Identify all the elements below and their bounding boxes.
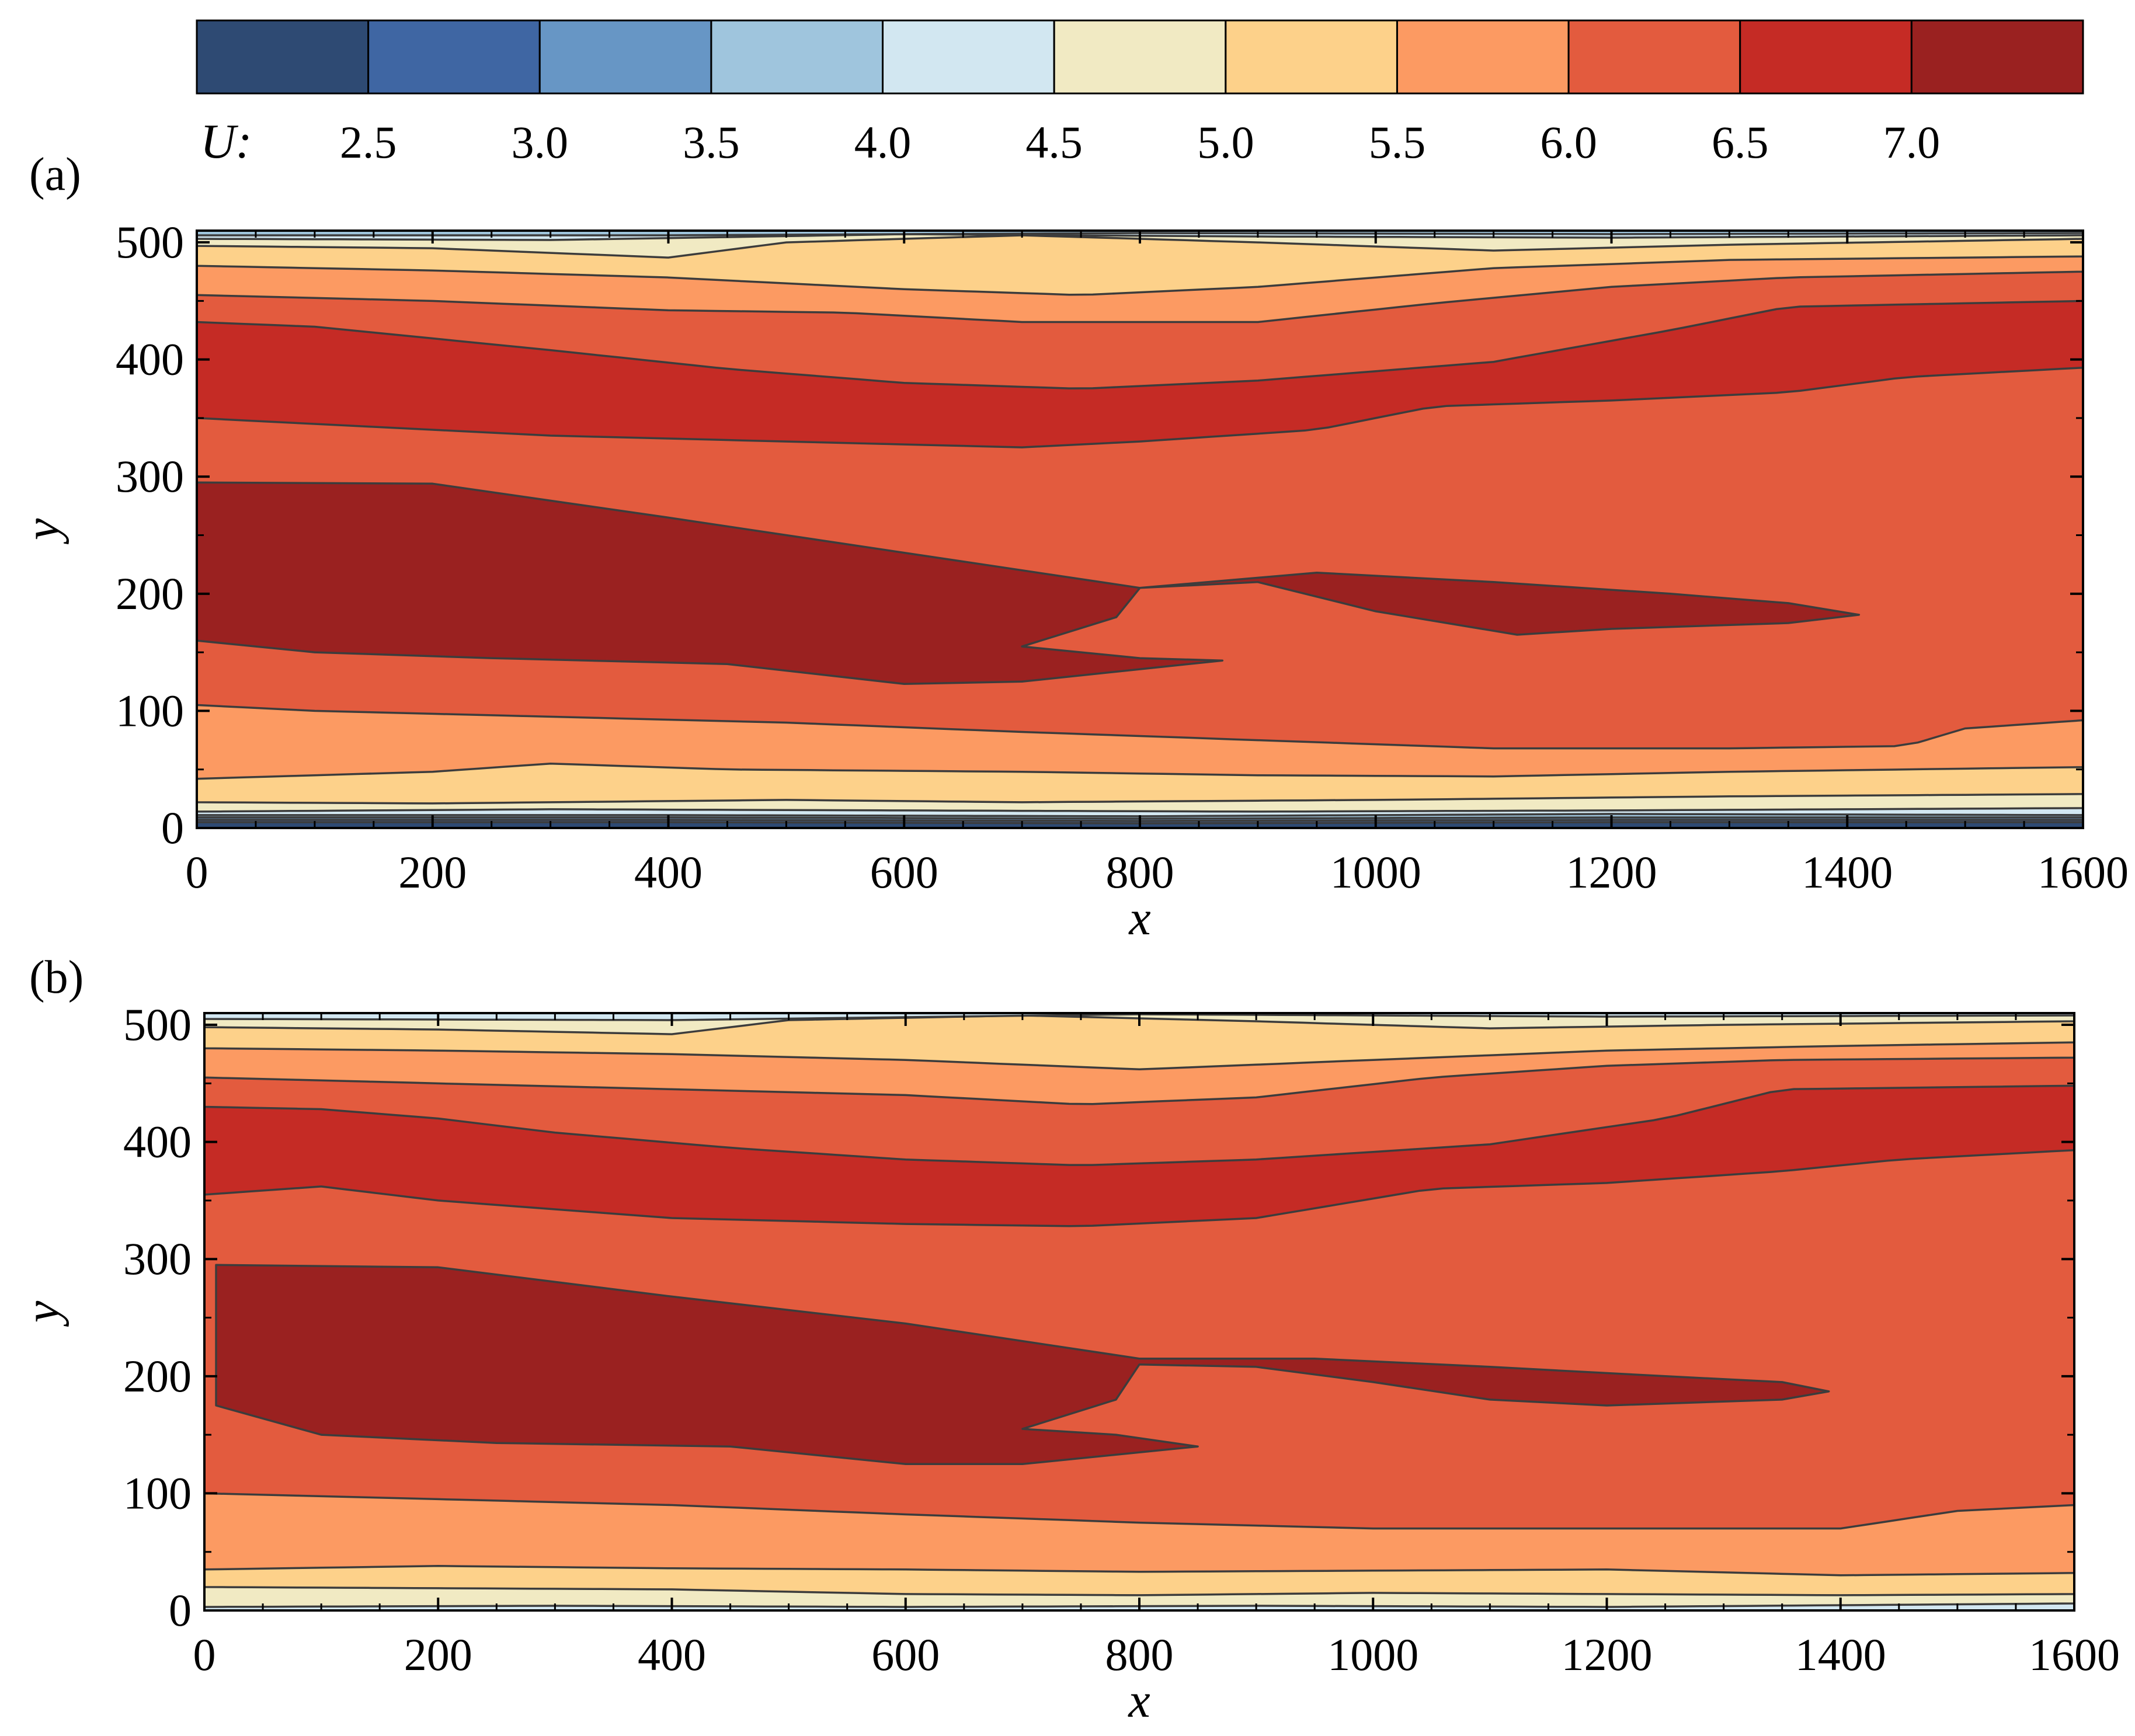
colorbar-title: U: [200,114,252,169]
x-axis-title: x [1127,1674,1150,1728]
x-axis: 0 200 400 600 800 1000 1200 1400 1600 [186,231,2129,897]
y-tick-label: 0 [169,1585,192,1636]
y-tick-label: 400 [116,334,184,385]
y-tick-label: 500 [123,999,192,1050]
x-tick-label: 800 [1105,1629,1174,1680]
y-axis: 0 100 200 300 400 500 [123,999,2074,1636]
colorbar: U: 2.5 3.0 3.5 4.0 4.5 5.0 5.5 6.0 6.5 7.0 [196,19,2084,169]
y-tick-label: 200 [123,1351,192,1401]
x-tick-label: 200 [398,847,467,897]
colorbar-cell [538,19,712,95]
x-tick-label: 0 [186,847,208,897]
colorbar-tick-label: 3.5 [683,117,740,168]
x-tick-label: 1000 [1327,1629,1418,1680]
y-tick-label: 100 [123,1467,192,1518]
colorbar-tick-label: 2.5 [340,117,397,168]
x-tick-label: 1200 [1566,847,1657,897]
x-tick-label: 0 [193,1629,216,1680]
x-tick-label: 1600 [2029,1629,2120,1680]
colorbar-tick-label: 6.5 [1712,117,1769,168]
colorbar-cell [1396,19,1570,95]
colorbar-cell [1739,19,1913,95]
x-tick-label: 600 [871,1629,940,1680]
contour-region-high [215,1264,1830,1466]
colorbar-tick-label: 4.5 [1025,117,1083,168]
colorbar-cell [1053,19,1227,95]
x-tick-label: 1400 [1802,847,1893,897]
contour-field [204,1013,2074,1610]
colorbar-tick-label: 4.0 [854,117,912,168]
x-tick-label: 800 [1106,847,1174,897]
y-tick-label: 200 [116,568,184,619]
x-axis-title: x [1128,891,1150,945]
x-tick-label: 400 [638,1629,706,1680]
x-tick-label: 600 [870,847,938,897]
colorbar-tick-label: 5.0 [1197,117,1254,168]
colorbar-cell [367,19,541,95]
contour-region-high [197,481,1861,686]
x-tick-label: 1400 [1795,1629,1886,1680]
colorbar-tick-label: 3.0 [512,117,569,168]
colorbar-cell [882,19,1055,95]
panel-b-contour-plot: 0 200 400 600 800 1000 1200 1400 1600 0 100 200 300 4… [15,952,2120,1728]
panel-label: (a) [29,149,81,200]
colorbar-cell [1910,19,2084,95]
x-tick-label: 400 [634,847,703,897]
colorbar-cell [196,19,370,95]
contour-field [197,231,2083,828]
y-tick-label: 300 [123,1233,192,1284]
colorbar-cell [1225,19,1398,95]
panel-a-contour-plot: 0 200 400 600 800 1000 1200 1400 1600 0 100 200 300 4… [15,149,2129,945]
y-tick-label: 400 [123,1116,192,1167]
y-axis-title: y [15,518,69,545]
panel-label: (b) [29,952,84,1003]
y-tick-label: 300 [116,451,184,502]
y-axis: 0 100 200 300 400 500 [116,217,2083,853]
colorbar-cell [710,19,884,95]
y-tick-label: 500 [116,217,184,267]
colorbar-tick-label: 5.5 [1369,117,1426,168]
x-tick-label: 1000 [1330,847,1421,897]
x-tick-label: 1200 [1562,1629,1653,1680]
colorbar-tick-label: 7.0 [1883,117,1941,168]
x-tick-label: 200 [404,1629,472,1680]
y-tick-label: 0 [161,802,184,853]
x-tick-label: 1600 [2037,847,2129,897]
colorbar-tick-label: 6.0 [1540,117,1597,168]
y-tick-label: 100 [116,685,184,736]
colorbar-cell [1567,19,1741,95]
y-axis-title: y [15,1300,69,1327]
